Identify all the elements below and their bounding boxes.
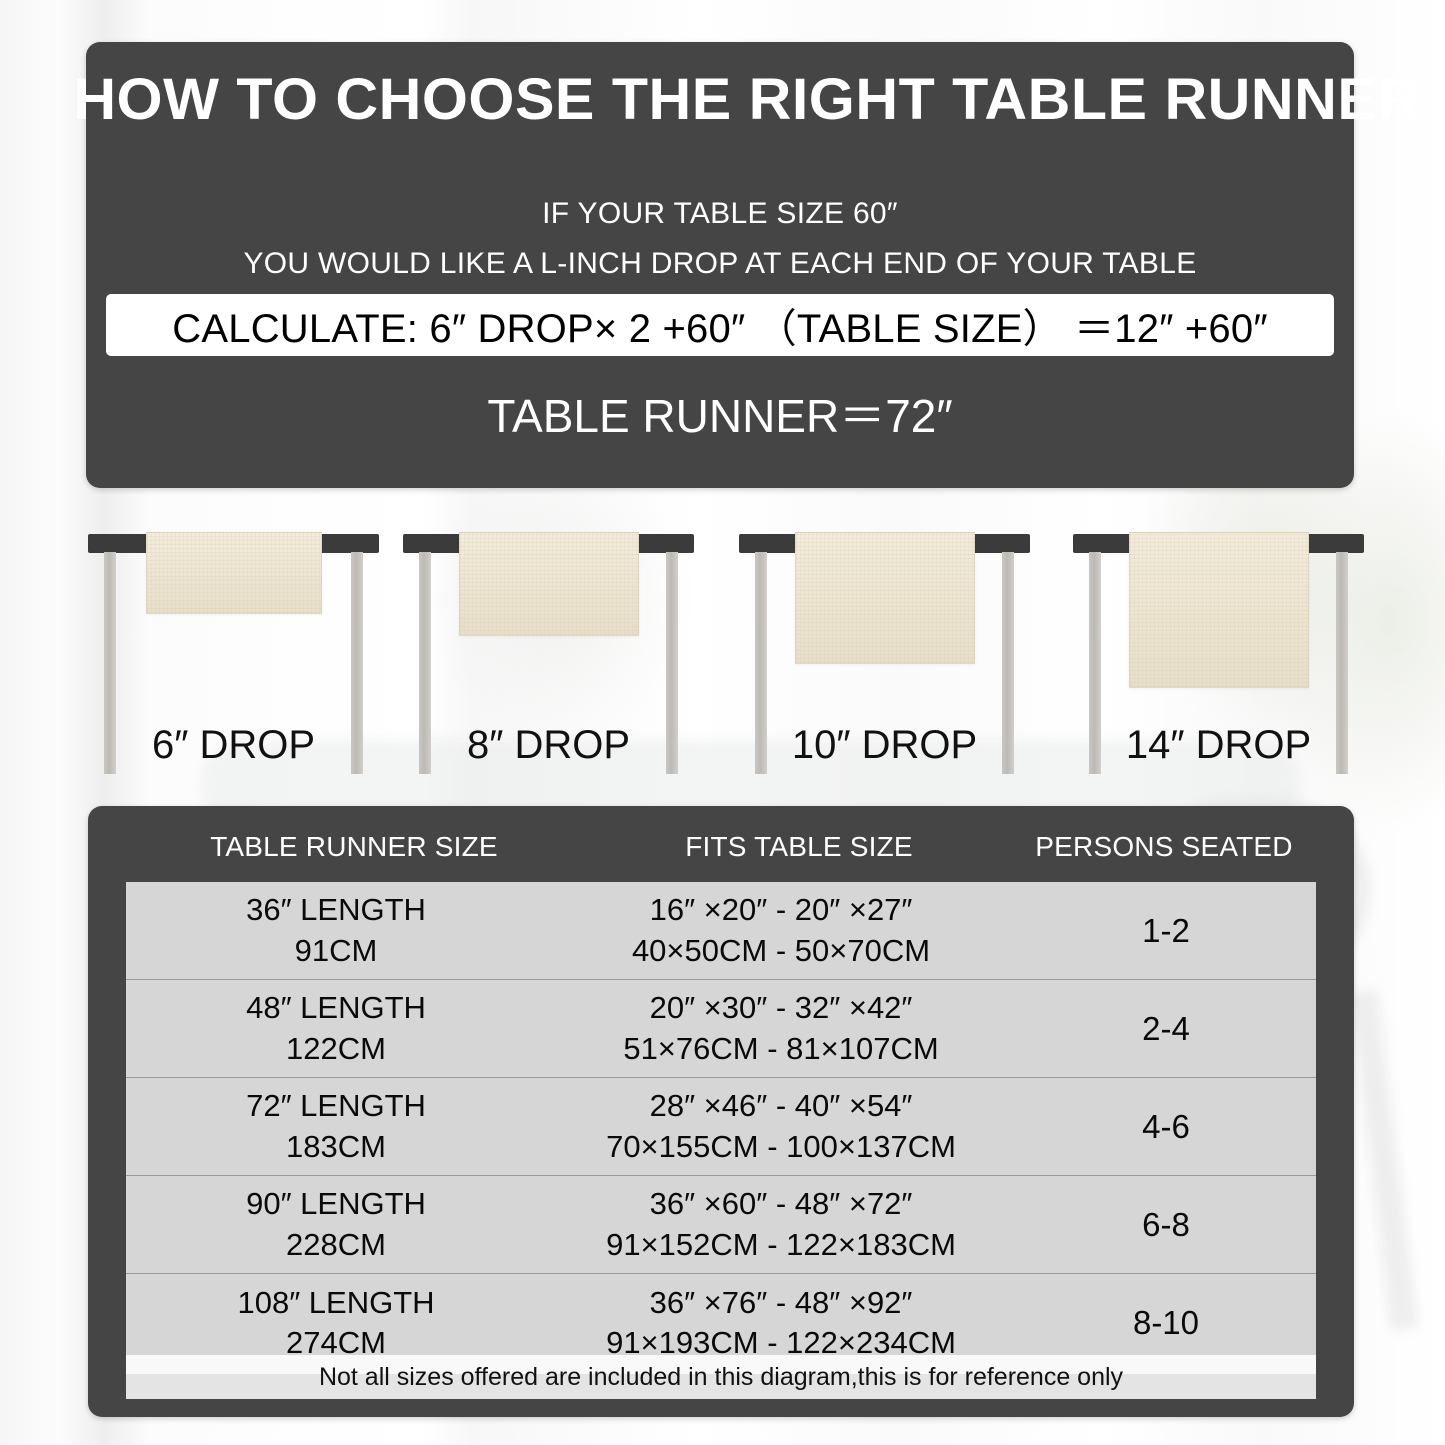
drop-label: 6″ DROP <box>151 723 316 767</box>
runner-length-inches: 72″ LENGTH <box>246 1088 426 1124</box>
size-table-panel: TABLE RUNNER SIZE FITS TABLE SIZE PERSON… <box>88 806 1354 1417</box>
cell-runner-size: 48″ LENGTH 122CM <box>126 988 546 1069</box>
table-edge-right-icon <box>622 534 694 553</box>
calculation-box: CALCULATE: 6″ DROP× 2 +60″ （TABLE SIZE） … <box>106 294 1334 356</box>
fits-inches: 36″ ×60″ - 48″ ×72″ <box>649 1186 913 1222</box>
drop-label: 14″ DROP <box>1125 723 1312 767</box>
table-edge-left-icon <box>739 534 811 553</box>
runner-length-cm: 91CM <box>294 932 378 968</box>
table-edge-right-icon <box>307 534 379 553</box>
cell-runner-size: 72″ LENGTH 183CM <box>126 1086 546 1167</box>
runner-result-text: TABLE RUNNER＝72″ <box>487 390 953 442</box>
header-panel: HOW TO CHOOSE THE RIGHT TABLE RUNNER IF … <box>73 42 1420 488</box>
runner-length-cm: 183CM <box>286 1128 386 1164</box>
cell-runner-size: 36″ LENGTH 91CM <box>126 890 546 971</box>
table-leg-left-icon <box>419 552 431 774</box>
table-runner-swatch <box>794 532 975 664</box>
size-table-body: 36″ LENGTH 91CM 16″ ×20″ - 20″ ×27″ 40×5… <box>126 882 1316 1374</box>
runner-length-inches: 48″ LENGTH <box>246 990 426 1026</box>
drop-illustration-10in: 10″ DROP <box>737 524 1032 774</box>
subtitle-drop-instruction: YOU WOULD LIKE A L-INCH DROP AT EACH END… <box>243 247 1197 280</box>
fits-cm: 70×155CM - 100×137CM <box>606 1128 956 1164</box>
table-row: 108″ LENGTH 274CM 36″ ×76″ - 48″ ×92″ 91… <box>126 1274 1316 1372</box>
fits-cm: 91×193CM - 122×234CM <box>606 1325 956 1360</box>
table-runner-swatch <box>458 532 639 636</box>
cell-fits-table-size: 20″ ×30″ - 32″ ×42″ 51×76CM - 81×107CM <box>546 988 1016 1069</box>
column-header-runner-size: TABLE RUNNER SIZE <box>210 831 498 862</box>
page-title: HOW TO CHOOSE THE RIGHT TABLE RUNNER <box>73 67 1421 132</box>
table-runner-swatch <box>1128 532 1309 688</box>
column-header-persons-seated: PERSONS SEATED <box>1035 831 1293 862</box>
column-header-fits-table-size: FITS TABLE SIZE <box>685 831 913 862</box>
runner-length-cm: 228CM <box>286 1226 386 1262</box>
table-leg-right-icon <box>1002 552 1014 774</box>
ghost-chair-right-leg <box>1349 989 1419 1331</box>
cell-persons-seated: 1-2 <box>1142 911 1190 949</box>
cell-persons-seated: 2-4 <box>1142 1009 1190 1047</box>
table-leg-right-icon <box>1336 552 1348 774</box>
table-edge-right-icon <box>1292 534 1364 553</box>
fits-cm: 51×76CM - 81×107CM <box>623 1030 939 1066</box>
cell-fits-table-size: 28″ ×46″ - 40″ ×54″ 70×155CM - 100×137CM <box>546 1086 1016 1167</box>
drop-illustrations: 6″ DROP 8″ DROP 10″ DROP 14″ DROP <box>86 524 1364 774</box>
table-row: 36″ LENGTH 91CM 16″ ×20″ - 20″ ×27″ 40×5… <box>126 882 1316 980</box>
table-row: 48″ LENGTH 122CM 20″ ×30″ - 32″ ×42″ 51×… <box>126 980 1316 1078</box>
table-leg-left-icon <box>104 552 116 774</box>
runner-length-inches: 90″ LENGTH <box>246 1186 426 1222</box>
fits-inches: 16″ ×20″ - 20″ ×27″ <box>649 892 913 928</box>
table-leg-left-icon <box>755 552 767 774</box>
table-footnote: Not all sizes offered are included in th… <box>126 1355 1316 1399</box>
table-edge-right-icon <box>958 534 1030 553</box>
fits-inches: 28″ ×46″ - 40″ ×54″ <box>649 1088 913 1124</box>
table-edge-left-icon <box>1073 534 1145 553</box>
table-leg-right-icon <box>666 552 678 774</box>
size-table-header-row: TABLE RUNNER SIZE FITS TABLE SIZE PERSON… <box>88 816 1354 878</box>
table-row: 72″ LENGTH 183CM 28″ ×46″ - 40″ ×54″ 70×… <box>126 1078 1316 1176</box>
table-leg-left-icon <box>1089 552 1101 774</box>
cell-persons-seated: 6-8 <box>1142 1205 1190 1243</box>
table-edge-left-icon <box>88 534 160 553</box>
drop-illustration-8in: 8″ DROP <box>401 524 696 774</box>
runner-length-cm: 122CM <box>286 1030 386 1066</box>
cell-fits-table-size: 36″ ×76″ - 48″ ×92″ 91×193CM - 122×234CM <box>546 1283 1016 1364</box>
fits-cm: 91×152CM - 122×183CM <box>606 1226 956 1262</box>
drop-illustration-6in: 6″ DROP <box>86 524 381 774</box>
drop-illustration-14in: 14″ DROP <box>1071 524 1366 774</box>
cell-fits-table-size: 36″ ×60″ - 48″ ×72″ 91×152CM - 122×183CM <box>546 1184 1016 1265</box>
table-runner-swatch <box>145 532 322 614</box>
runner-length-cm: 274CM <box>286 1325 386 1360</box>
cell-persons-seated: 4-6 <box>1142 1107 1190 1145</box>
cell-runner-size: 108″ LENGTH 274CM <box>126 1283 546 1364</box>
cell-runner-size: 90″ LENGTH 228CM <box>126 1184 546 1265</box>
cell-fits-table-size: 16″ ×20″ - 20″ ×27″ 40×50CM - 50×70CM <box>546 890 1016 971</box>
table-edge-left-icon <box>403 534 475 553</box>
subtitle-table-size: IF YOUR TABLE SIZE 60″ <box>542 197 898 230</box>
cell-persons-seated: 8-10 <box>1132 1304 1200 1341</box>
table-leg-right-icon <box>351 552 363 774</box>
drop-label: 8″ DROP <box>466 723 631 767</box>
fits-cm: 40×50CM - 50×70CM <box>631 932 931 968</box>
drop-label: 10″ DROP <box>791 723 978 767</box>
runner-length-inches: 36″ LENGTH <box>246 892 426 928</box>
fits-inches: 20″ ×30″ - 32″ ×42″ <box>649 990 913 1026</box>
calculation-formula: CALCULATE: 6″ DROP× 2 +60″ （TABLE SIZE） … <box>172 307 1268 351</box>
table-row: 90″ LENGTH 228CM 36″ ×60″ - 48″ ×72″ 91×… <box>126 1176 1316 1274</box>
fits-inches: 36″ ×76″ - 48″ ×92″ <box>649 1284 913 1320</box>
runner-length-inches: 108″ LENGTH <box>237 1284 435 1320</box>
